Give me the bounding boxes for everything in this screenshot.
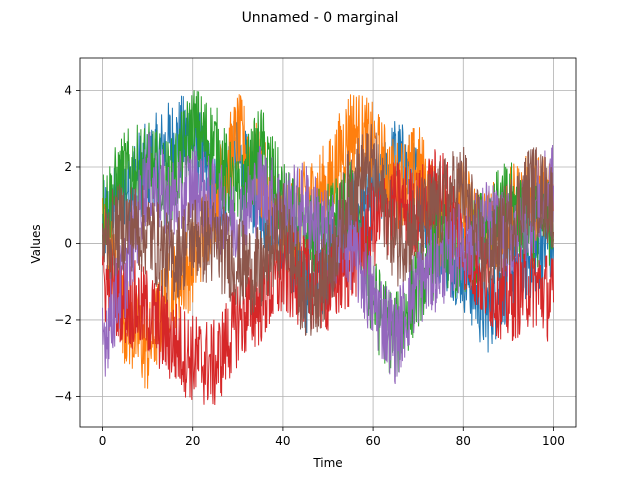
x-tick-label: 0 <box>99 434 107 448</box>
series-line-4 <box>102 149 554 406</box>
series-line-6 <box>102 124 554 336</box>
x-tick-label: 80 <box>456 434 471 448</box>
plot-frame <box>79 57 577 428</box>
x-axis-label: Time <box>312 456 342 470</box>
y-tick-label: 0 <box>64 236 72 250</box>
chart-title: Unnamed - 0 marginal <box>242 10 399 26</box>
y-tick-label: 4 <box>64 84 72 98</box>
x-tick-label: 100 <box>542 434 565 448</box>
y-axis-label: Values <box>29 224 43 263</box>
y-tick-label: −2 <box>54 313 72 327</box>
x-tick-label: 60 <box>365 434 380 448</box>
x-tick-label: 40 <box>275 434 290 448</box>
y-tick-label: −4 <box>54 389 72 403</box>
x-tick-label: 20 <box>185 434 200 448</box>
plot-area: 0 20 40 60 80 100 −4 −2 0 2 4 <box>54 57 577 448</box>
y-tick-label: 2 <box>64 160 72 174</box>
